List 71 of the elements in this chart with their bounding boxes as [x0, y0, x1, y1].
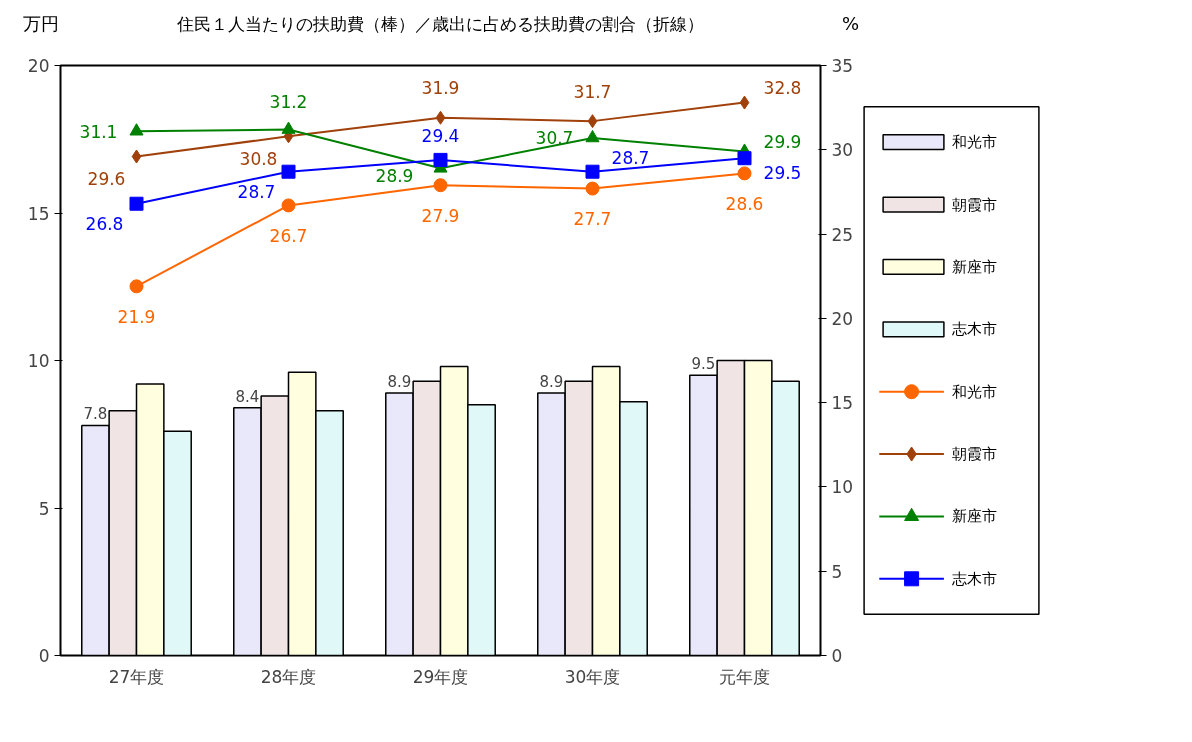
y-axis-title: 万円 — [22, 13, 59, 34]
data-label: 21.9 — [117, 306, 156, 327]
data-label: 31.7 — [573, 81, 612, 102]
point — [129, 279, 144, 294]
data-label: 32.8 — [763, 78, 802, 99]
y2-tick-label: 10 — [831, 477, 854, 498]
point — [281, 198, 296, 213]
y-tick-label: 10 — [27, 351, 50, 371]
data-label: 27.7 — [573, 209, 612, 230]
point — [585, 181, 600, 196]
data-label: 7.8 — [83, 405, 108, 424]
y2-tick-label: 20 — [831, 308, 854, 329]
legend-label: 新座市 — [951, 257, 997, 276]
y2-axis-title: % — [841, 13, 860, 34]
y2-tick-label: 0 — [831, 646, 843, 666]
point — [433, 152, 448, 167]
x-tick-label: 30年度 — [564, 666, 621, 687]
data-label: 30.8 — [239, 148, 278, 169]
point — [129, 123, 144, 136]
point — [739, 95, 750, 110]
y-tick-label: 20 — [27, 56, 50, 76]
legend-label: 朝霞市 — [951, 195, 997, 214]
y2-tick-label: 5 — [831, 561, 843, 582]
x-tick-label: 29年度 — [412, 666, 469, 687]
data-label: 31.1 — [79, 121, 118, 142]
data-label: 28.7 — [237, 182, 276, 203]
legend-label: 朝霞市 — [951, 445, 997, 464]
point — [587, 114, 598, 129]
y2-tick-label: 15 — [831, 393, 854, 414]
data-label: 8.9 — [539, 372, 564, 391]
y-tick-label: 5 — [38, 498, 50, 519]
x-tick-label: 元年度 — [719, 666, 770, 687]
data-label: 28.7 — [611, 148, 650, 169]
x-tick-label: 28年度 — [260, 666, 317, 687]
y2-tick-label: 25 — [831, 224, 854, 245]
point — [281, 164, 296, 179]
point — [129, 196, 144, 211]
y2-tick-label: 30 — [831, 140, 854, 161]
point — [281, 121, 296, 134]
data-label: 8.9 — [387, 372, 412, 391]
legend-label: 新座市 — [951, 507, 997, 526]
point — [435, 110, 446, 125]
legend-label: 和光市 — [951, 382, 997, 401]
legend-label: 志木市 — [951, 569, 997, 588]
y2-tick-label: 35 — [831, 56, 854, 76]
x-tick-label: 27年度 — [108, 666, 165, 687]
chart-title: 住民１人当たりの扶助費（棒）／歳出に占める扶助費の割合（折線） — [176, 13, 704, 34]
data-label: 28.9 — [375, 165, 414, 186]
data-label: 31.2 — [269, 92, 308, 113]
y-tick-label: 0 — [38, 646, 50, 666]
data-label: 26.7 — [269, 225, 308, 246]
data-label: 28.6 — [725, 193, 764, 214]
data-label: 30.7 — [535, 128, 574, 149]
data-label: 27.9 — [421, 205, 460, 226]
point — [433, 178, 448, 193]
data-label: 29.5 — [763, 162, 802, 183]
legend-label: 和光市 — [951, 133, 997, 152]
point — [585, 129, 600, 143]
data-label: 29.6 — [87, 169, 126, 190]
data-label: 9.5 — [691, 355, 716, 374]
data-label: 29.9 — [763, 131, 802, 152]
point — [737, 151, 752, 166]
data-label: 26.8 — [85, 214, 124, 235]
point — [131, 149, 142, 164]
legend-label: 志木市 — [951, 320, 997, 339]
y-tick-label: 15 — [27, 203, 50, 224]
data-label: 31.9 — [421, 78, 460, 99]
point — [585, 164, 600, 179]
data-label: 29.4 — [421, 126, 460, 147]
point — [737, 166, 752, 181]
data-label: 8.4 — [235, 387, 260, 406]
